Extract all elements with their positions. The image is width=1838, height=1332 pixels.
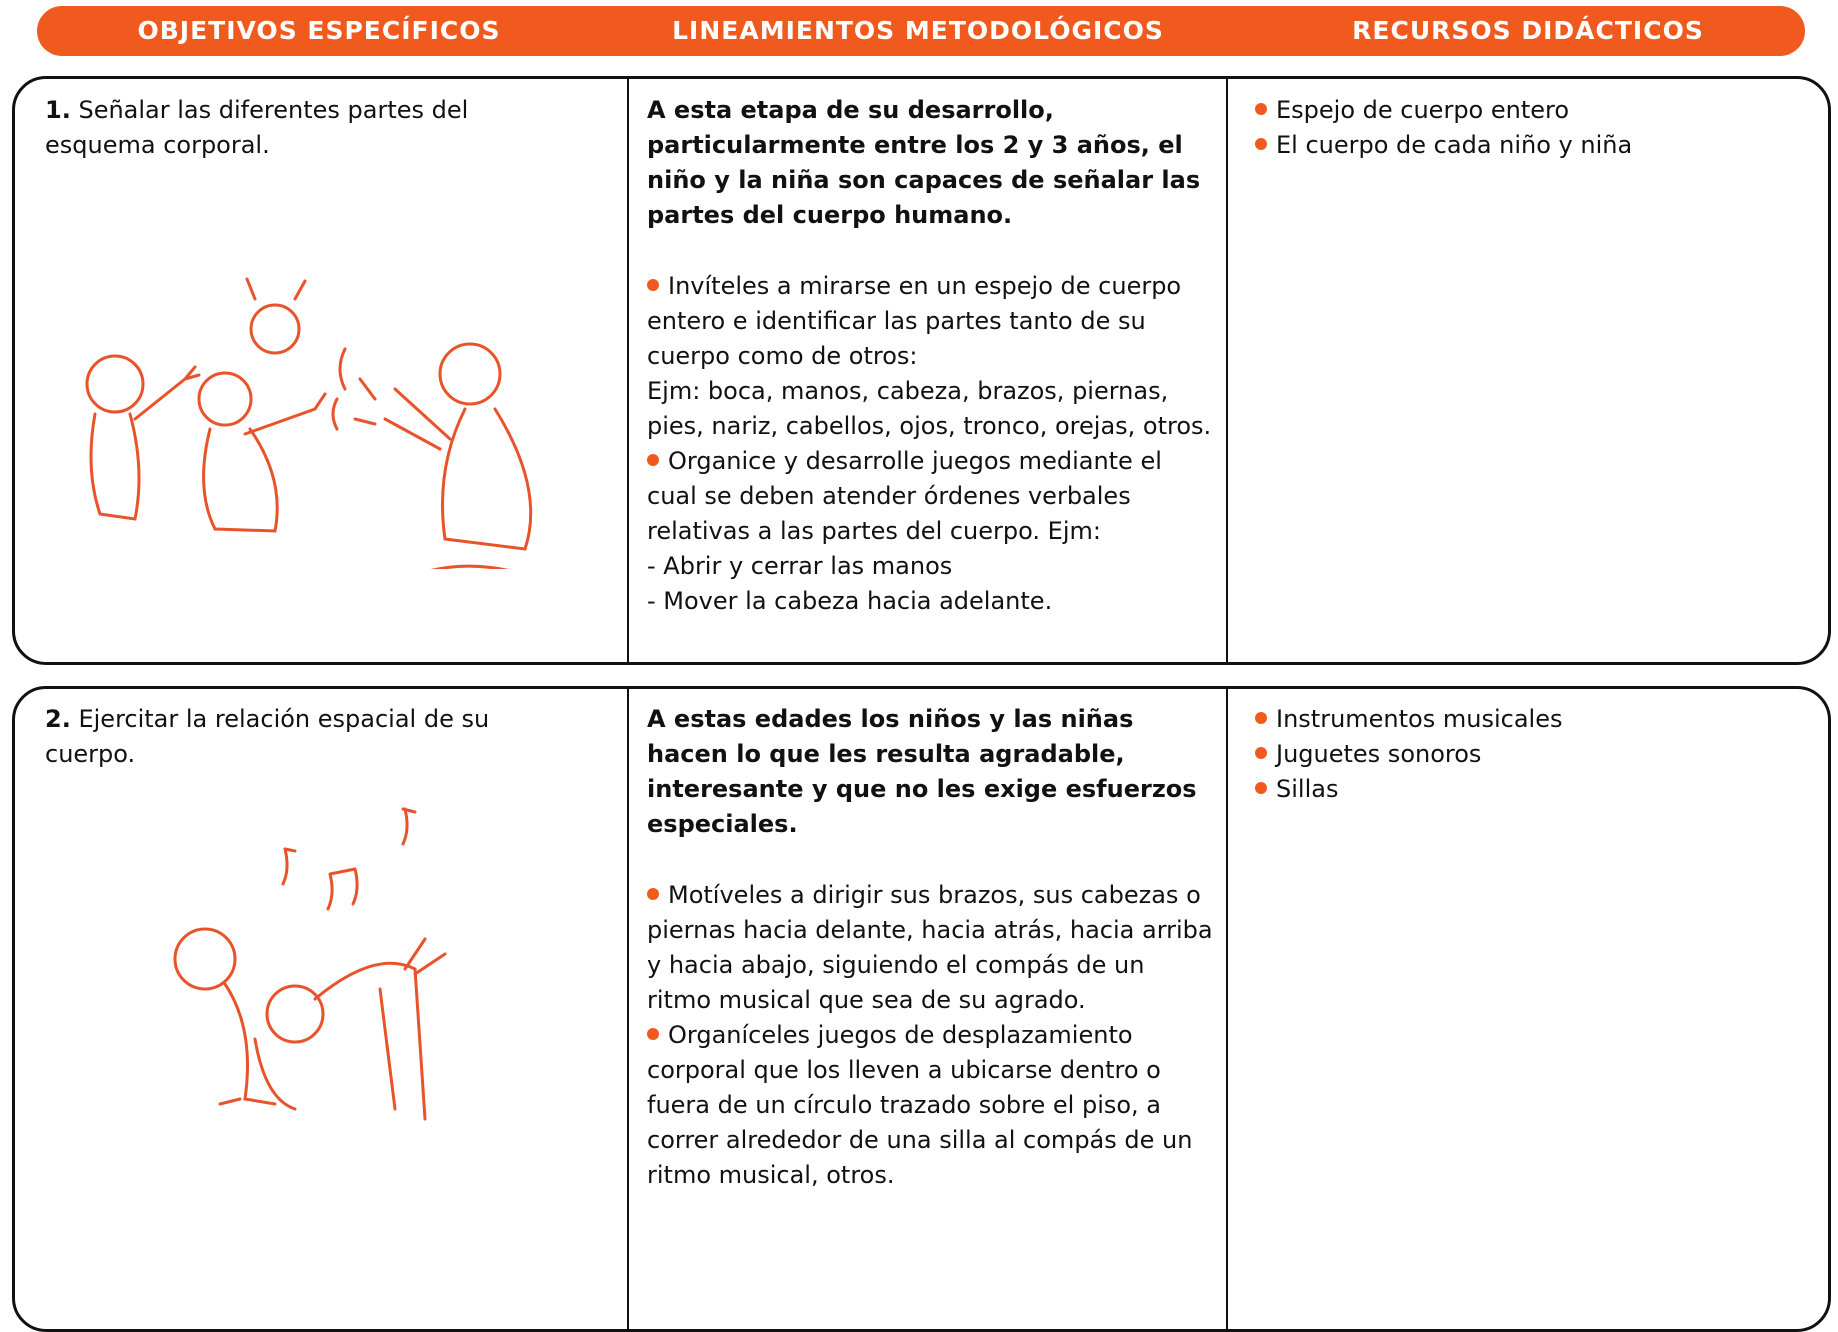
paragraph-text: Ejm: boca, manos, cabeza, brazos, pierna… — [647, 377, 1212, 440]
bullet — [1255, 782, 1267, 794]
header-bar: OBJETIVOS ESPECÍFICOS LINEAMIENTOS METOD… — [37, 6, 1805, 56]
objective-text: Ejercitar la relación espacial de su cue… — [45, 705, 490, 768]
divider — [627, 689, 629, 1329]
objective-number: 2. — [45, 705, 71, 733]
methodology-intro: A esta etapa de su desarrollo, particula… — [647, 96, 1201, 229]
resources: Espejo de cuerpo entero El cuerpo de cada… — [1255, 93, 1795, 163]
paragraph-text: Organíceles juegos de desplazamiento cor… — [647, 1021, 1193, 1189]
paragraph-text: Motíveles a dirigir sus brazos, sus cabe… — [647, 881, 1213, 1014]
methodology-intro: A estas edades los niños y las niñas hac… — [647, 705, 1197, 838]
bullet — [1255, 138, 1267, 150]
objective: 1. Señalar las diferentes partes del esq… — [45, 93, 585, 163]
resources: Instrumentos musicales Juguetes sonoros Si… — [1255, 702, 1795, 807]
divider — [1226, 689, 1228, 1329]
resource-text: Sillas — [1276, 775, 1339, 803]
bullet — [647, 888, 659, 900]
resource-text: Juguetes sonoros — [1276, 740, 1482, 768]
bullet — [1255, 747, 1267, 759]
objective-number: 1. — [45, 96, 71, 124]
methodology-paragraph: - Abrir y cerrar las manos — [647, 549, 1215, 584]
row-box: 1. Señalar las diferentes partes del esq… — [12, 76, 1831, 665]
resource-text: El cuerpo de cada niño y niña — [1276, 131, 1633, 159]
paragraph-text: - Abrir y cerrar las manos — [647, 552, 953, 580]
resource-text: Espejo de cuerpo entero — [1276, 96, 1570, 124]
column-title: LINEAMIENTOS METODOLÓGICOS — [672, 16, 1164, 45]
column-title: OBJETIVOS ESPECÍFICOS — [137, 16, 501, 45]
bullet — [647, 1028, 659, 1040]
methodology: A estas edades los niños y las niñas hac… — [647, 702, 1215, 1193]
page: OBJETIVOS ESPECÍFICOS LINEAMIENTOS METOD… — [12, 6, 1831, 1332]
resource-item: Sillas — [1255, 772, 1795, 807]
resource-text: Instrumentos musicales — [1276, 705, 1563, 733]
row-box: 2. Ejercitar la relación espacial de su … — [12, 686, 1831, 1332]
methodology-paragraph: Motíveles a dirigir sus brazos, sus cabe… — [647, 878, 1215, 1018]
paragraph-text: - Mover la cabeza hacia adelante. — [647, 587, 1053, 615]
methodology-paragraph: Invíteles a mirarse en un espejo de cuer… — [647, 269, 1215, 374]
divider — [1226, 79, 1228, 662]
methodology: A esta etapa de su desarrollo, particula… — [647, 93, 1215, 619]
bullet — [647, 279, 659, 291]
bullet — [1255, 712, 1267, 724]
paragraph-text: Organice y desarrolle juegos mediante el… — [647, 447, 1162, 545]
illustration — [85, 277, 533, 569]
bullet — [647, 454, 659, 466]
methodology-paragraph: - Mover la cabeza hacia adelante. — [647, 584, 1215, 619]
objective-text: Señalar las diferentes partes del esquem… — [45, 96, 469, 159]
bullet — [1255, 103, 1267, 115]
paragraph-text: Invíteles a mirarse en un espejo de cuer… — [647, 272, 1182, 370]
methodology-paragraph: Ejm: boca, manos, cabeza, brazos, pierna… — [647, 374, 1215, 444]
resource-item: Juguetes sonoros — [1255, 737, 1795, 772]
methodology-paragraph: Organíceles juegos de desplazamiento cor… — [647, 1018, 1215, 1193]
objective: 2. Ejercitar la relación espacial de su … — [45, 702, 585, 772]
resource-item: Instrumentos musicales — [1255, 702, 1795, 737]
divider — [627, 79, 629, 662]
resource-item: Espejo de cuerpo entero — [1255, 93, 1795, 128]
illustration — [173, 807, 447, 1121]
methodology-paragraph: Organice y desarrolle juegos mediante el… — [647, 444, 1215, 549]
column-title: RECURSOS DIDÁCTICOS — [1352, 16, 1704, 45]
resource-item: El cuerpo de cada niño y niña — [1255, 128, 1795, 163]
